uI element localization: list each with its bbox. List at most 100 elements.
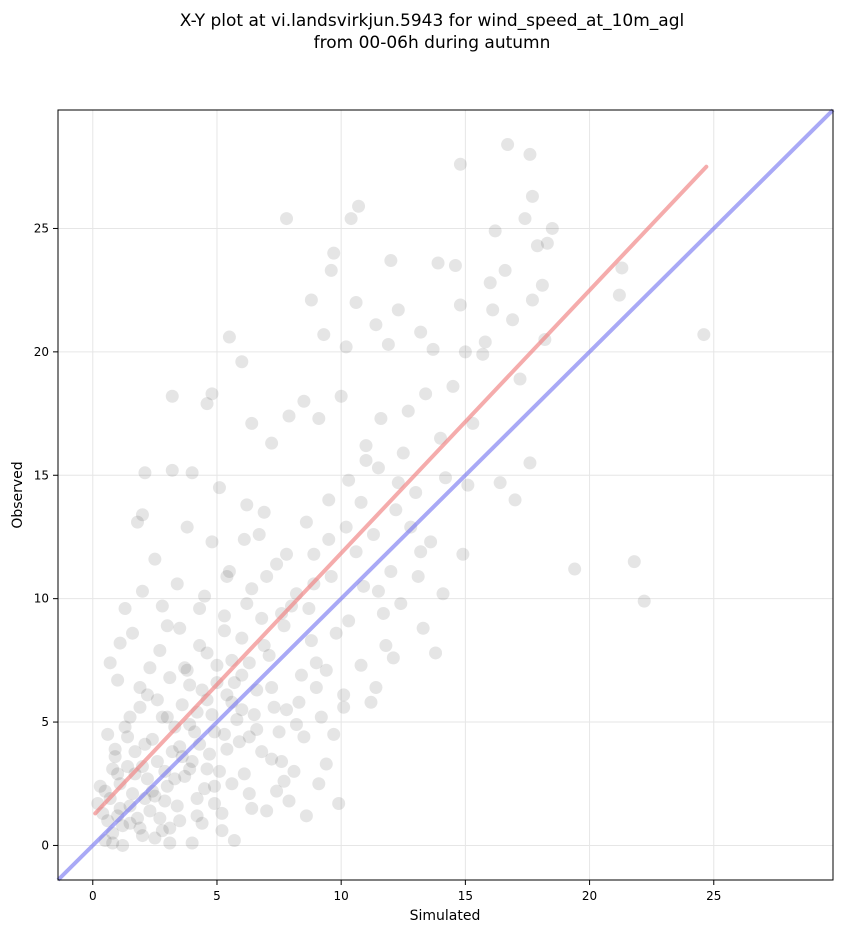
y-tick-label: 0 bbox=[41, 838, 49, 852]
scatter-point bbox=[235, 703, 249, 717]
scatter-point bbox=[282, 409, 296, 423]
scatter-point bbox=[371, 461, 385, 475]
scatter-point bbox=[337, 688, 351, 702]
scatter-point bbox=[518, 212, 532, 226]
scatter-point bbox=[183, 718, 197, 732]
y-tick-label: 25 bbox=[34, 221, 49, 235]
scatter-point bbox=[170, 577, 184, 591]
scatter-point bbox=[217, 624, 231, 638]
scatter-point bbox=[357, 579, 371, 593]
scatter-point bbox=[155, 599, 169, 613]
scatter-point bbox=[324, 569, 338, 583]
scatter-point bbox=[379, 639, 393, 653]
scatter-point bbox=[200, 397, 214, 411]
scatter-point bbox=[205, 708, 219, 722]
scatter-point bbox=[220, 742, 234, 756]
scatter-point bbox=[411, 569, 425, 583]
scatter-point bbox=[280, 212, 294, 226]
scatter-point bbox=[265, 436, 279, 450]
scatter-point bbox=[396, 446, 410, 460]
scatter-point bbox=[414, 545, 428, 559]
scatter-point bbox=[327, 727, 341, 741]
scatter-point bbox=[299, 515, 313, 529]
scatter-point bbox=[130, 811, 144, 825]
scatter-point bbox=[483, 276, 497, 290]
scatter-point bbox=[508, 493, 522, 507]
x-tick-label: 20 bbox=[582, 889, 597, 903]
scatter-point bbox=[389, 503, 403, 517]
scatter-point bbox=[165, 463, 179, 477]
scatter-point bbox=[434, 431, 448, 445]
scatter-point bbox=[121, 730, 135, 744]
scatter-point bbox=[424, 535, 438, 549]
x-axis-label: Simulated bbox=[410, 908, 481, 924]
scatter-point bbox=[304, 634, 318, 648]
scatter-point bbox=[456, 547, 470, 561]
scatter-point bbox=[195, 816, 209, 830]
scatter-point bbox=[535, 278, 549, 292]
scatter-point bbox=[277, 619, 291, 633]
scatter-point bbox=[275, 755, 289, 769]
scatter-point bbox=[123, 710, 137, 724]
scatter-point bbox=[525, 293, 539, 307]
scatter-point bbox=[304, 293, 318, 307]
scatter-point bbox=[207, 779, 221, 793]
scatter-point bbox=[493, 476, 507, 490]
scatter-point bbox=[364, 695, 378, 709]
scatter-point bbox=[245, 582, 259, 596]
scatter-point bbox=[339, 520, 353, 534]
scatter-point bbox=[101, 814, 115, 828]
scatter-point bbox=[247, 708, 261, 722]
scatter-point bbox=[190, 792, 204, 806]
scatter-point bbox=[257, 505, 271, 519]
scatter-point bbox=[198, 782, 212, 796]
scatter-point bbox=[287, 764, 301, 778]
scatter-point bbox=[116, 838, 130, 852]
scatter-point bbox=[111, 767, 125, 781]
x-tick-label: 25 bbox=[706, 889, 721, 903]
scatter-point bbox=[384, 565, 398, 579]
scatter-point bbox=[133, 821, 147, 835]
scatter-point bbox=[198, 589, 212, 603]
scatter-point bbox=[143, 804, 157, 818]
scatter-point bbox=[386, 651, 400, 665]
x-tick-label: 10 bbox=[334, 889, 349, 903]
scatter-point bbox=[255, 611, 269, 625]
scatter-point bbox=[193, 602, 207, 616]
scatter-point bbox=[178, 769, 192, 783]
scatter-point bbox=[225, 777, 239, 791]
scatter-point bbox=[401, 404, 415, 418]
scatter-point bbox=[506, 313, 520, 327]
scatter-point bbox=[317, 328, 331, 342]
scatter-point bbox=[140, 772, 154, 786]
scatter-point bbox=[342, 473, 356, 487]
scatter-point bbox=[426, 342, 440, 356]
scatter-point bbox=[180, 520, 194, 534]
scatter-point bbox=[376, 606, 390, 620]
scatter-point bbox=[212, 764, 226, 778]
y-tick-label: 15 bbox=[34, 468, 49, 482]
scatter-point bbox=[391, 476, 405, 490]
scatter-point bbox=[292, 695, 306, 709]
scatter-point bbox=[262, 648, 276, 662]
scatter-point bbox=[334, 389, 348, 403]
regression-line bbox=[93, 164, 709, 816]
scatter-point bbox=[354, 495, 368, 509]
scatter-point bbox=[210, 658, 224, 672]
scatter-point bbox=[488, 224, 502, 238]
scatter-point bbox=[309, 681, 323, 694]
scatter-point bbox=[160, 619, 174, 633]
scatter-point bbox=[106, 762, 120, 776]
scatter-point bbox=[160, 779, 174, 793]
scatter-point bbox=[369, 318, 383, 332]
scatter-point bbox=[103, 656, 117, 670]
scatter-point bbox=[200, 646, 214, 660]
scatter-point bbox=[359, 453, 373, 467]
scatter-point bbox=[349, 296, 363, 309]
scatter-point bbox=[245, 801, 259, 815]
scatter-point bbox=[498, 263, 512, 277]
scatter-point bbox=[381, 337, 395, 351]
scatter-point bbox=[235, 631, 249, 645]
scatter-point bbox=[138, 737, 152, 751]
scatter-point bbox=[227, 834, 241, 848]
